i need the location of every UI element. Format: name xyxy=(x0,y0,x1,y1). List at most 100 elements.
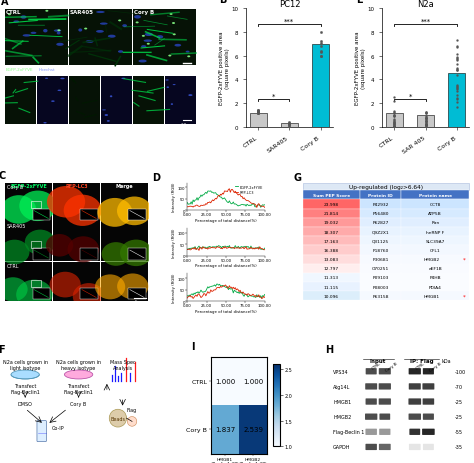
Text: IP: Flag: IP: Flag xyxy=(410,358,433,363)
Ellipse shape xyxy=(107,121,110,123)
Bar xyxy=(31,281,41,288)
Point xyxy=(255,110,262,118)
FancyBboxPatch shape xyxy=(423,369,434,375)
Text: Cory B: Cory B xyxy=(71,401,87,407)
Text: P42932: P42932 xyxy=(372,202,389,206)
Text: Atg14L: Atg14L xyxy=(333,384,350,389)
Bar xyxy=(133,11,196,66)
Text: H: H xyxy=(325,344,333,354)
Point xyxy=(391,121,398,128)
Point xyxy=(453,61,461,69)
Bar xyxy=(33,209,50,221)
Bar xyxy=(33,288,50,300)
Bar xyxy=(101,77,132,125)
Ellipse shape xyxy=(121,79,126,80)
Point xyxy=(453,43,461,50)
Ellipse shape xyxy=(43,123,46,124)
Text: I: I xyxy=(191,341,194,351)
Text: F: F xyxy=(0,344,5,354)
FancyBboxPatch shape xyxy=(365,399,377,405)
Text: ATP5B: ATP5B xyxy=(428,212,442,216)
Point xyxy=(255,109,262,116)
Ellipse shape xyxy=(173,85,175,86)
Text: SAR405: SAR405 xyxy=(70,10,94,15)
Text: 1.000: 1.000 xyxy=(215,378,235,384)
Point xyxy=(317,50,324,57)
Bar xyxy=(69,11,132,66)
Bar xyxy=(37,77,68,125)
Text: -25: -25 xyxy=(454,414,462,419)
Text: *: * xyxy=(408,93,412,99)
X-axis label: Percentage of total distance(%): Percentage of total distance(%) xyxy=(195,264,257,268)
Ellipse shape xyxy=(171,104,173,106)
Bar xyxy=(5,77,36,125)
Text: kDa: kDa xyxy=(442,358,452,363)
Circle shape xyxy=(170,14,173,16)
Text: 21.814: 21.814 xyxy=(324,212,339,216)
Text: P63158: P63158 xyxy=(372,294,389,298)
FancyBboxPatch shape xyxy=(303,292,360,301)
Ellipse shape xyxy=(57,90,61,92)
FancyBboxPatch shape xyxy=(423,413,434,420)
Point xyxy=(453,83,461,90)
Point xyxy=(286,119,293,127)
X-axis label: Percentage of total distance(%): Percentage of total distance(%) xyxy=(195,309,257,313)
Circle shape xyxy=(46,235,73,257)
Ellipse shape xyxy=(13,21,19,24)
Text: ***: *** xyxy=(420,19,431,25)
FancyBboxPatch shape xyxy=(401,209,469,218)
Point xyxy=(391,110,398,117)
Text: -25: -25 xyxy=(454,399,462,404)
Ellipse shape xyxy=(64,370,93,379)
Point xyxy=(391,124,398,131)
FancyBboxPatch shape xyxy=(401,218,469,227)
Bar xyxy=(81,209,98,221)
FancyBboxPatch shape xyxy=(379,413,390,420)
Bar xyxy=(53,263,100,301)
X-axis label: Percentage of total distance(%): Percentage of total distance(%) xyxy=(195,219,257,222)
Text: VPS34: VPS34 xyxy=(333,369,349,374)
Point xyxy=(453,54,461,61)
FancyBboxPatch shape xyxy=(303,246,360,255)
Ellipse shape xyxy=(138,61,146,63)
Point xyxy=(317,49,324,56)
Text: CTRL: CTRL xyxy=(6,10,21,15)
FancyBboxPatch shape xyxy=(303,227,360,237)
FancyBboxPatch shape xyxy=(401,264,469,273)
Point xyxy=(286,121,293,129)
Point xyxy=(255,108,262,116)
Text: EGFP-2xFYVE: EGFP-2xFYVE xyxy=(6,68,33,72)
Text: Sum PEP Score: Sum PEP Score xyxy=(313,194,350,197)
Bar xyxy=(81,249,98,260)
Y-axis label: EGFP-2xFYVE positive area
(square pixels): EGFP-2xFYVE positive area (square pixels… xyxy=(355,31,366,105)
Ellipse shape xyxy=(110,96,112,98)
Y-axis label: Intensity (RGB): Intensity (RGB) xyxy=(172,273,176,302)
Text: D: D xyxy=(153,172,160,182)
Bar xyxy=(386,113,403,127)
Text: Transfect
Flag-Beclin1: Transfect Flag-Beclin1 xyxy=(64,383,93,394)
FancyBboxPatch shape xyxy=(303,200,360,209)
Point xyxy=(422,119,429,126)
Point xyxy=(255,107,262,114)
Text: Cory B: Cory B xyxy=(385,361,398,372)
FancyBboxPatch shape xyxy=(379,399,391,405)
FancyBboxPatch shape xyxy=(360,218,401,227)
Text: HMGB1: HMGB1 xyxy=(424,294,440,298)
FancyBboxPatch shape xyxy=(423,399,434,405)
Point xyxy=(286,123,293,131)
Point xyxy=(422,109,429,116)
Point xyxy=(422,122,429,129)
Point xyxy=(453,68,461,75)
Point xyxy=(391,117,398,124)
Text: Mass Spec
Analysis: Mass Spec Analysis xyxy=(110,359,136,370)
Ellipse shape xyxy=(45,78,48,80)
Ellipse shape xyxy=(57,32,61,36)
Ellipse shape xyxy=(144,40,152,43)
Circle shape xyxy=(172,23,175,25)
Text: GAPDH: GAPDH xyxy=(333,444,351,450)
Point xyxy=(422,116,429,124)
FancyBboxPatch shape xyxy=(303,264,360,273)
Bar xyxy=(128,249,146,260)
FancyBboxPatch shape xyxy=(423,444,434,450)
Ellipse shape xyxy=(108,36,116,38)
